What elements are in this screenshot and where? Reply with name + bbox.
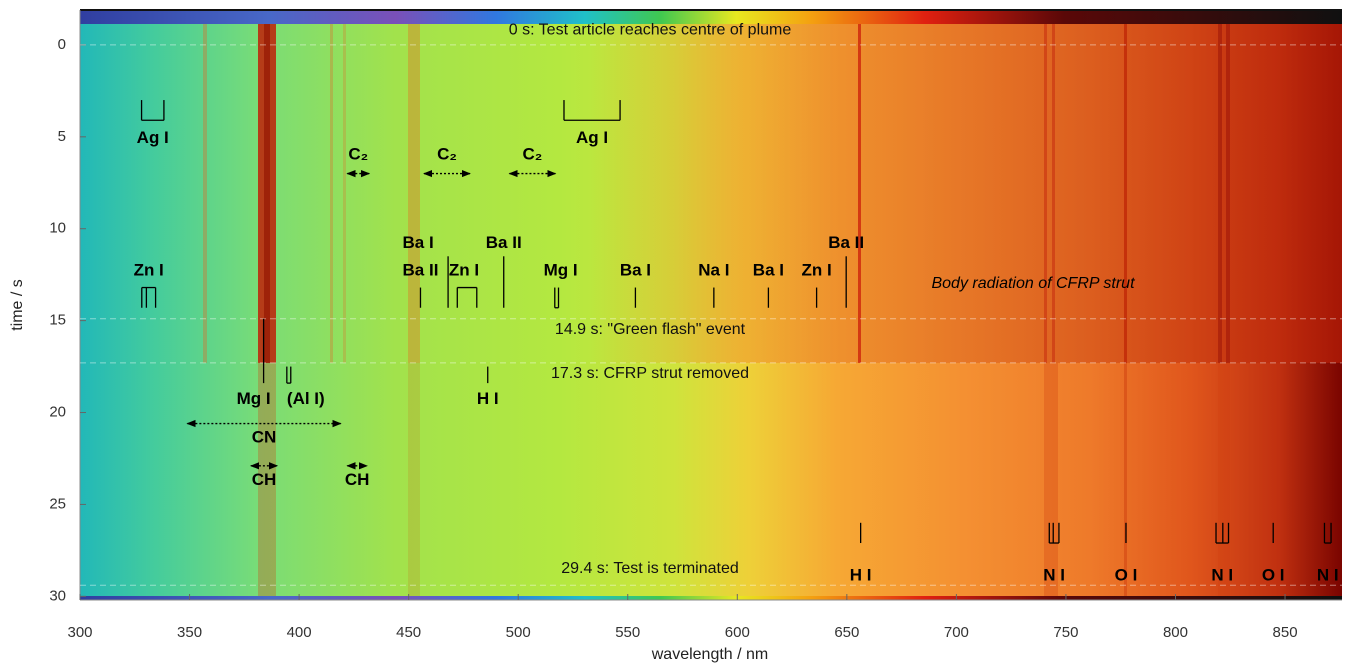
y-tick-label: 25 <box>49 495 66 512</box>
line-label: Mg I <box>237 389 271 408</box>
line-label: Ba I <box>753 260 784 279</box>
emission-stripe <box>408 10 420 363</box>
emission-stripe <box>1124 10 1127 363</box>
page: html, body { margin: 0; padding: 0; back… <box>0 0 1358 665</box>
x-axis-title: wavelength / nm <box>651 646 769 663</box>
x-tick-label: 400 <box>287 624 312 641</box>
line-label: CN <box>252 428 277 447</box>
line-label: C₂ <box>348 145 368 164</box>
plot-area <box>80 10 1342 600</box>
line-label: Ag I <box>137 128 169 147</box>
y-tick-label: 20 <box>49 403 66 420</box>
y-tick-label: 10 <box>49 220 66 237</box>
emission-stripe <box>343 10 346 363</box>
x-tick-label: 450 <box>396 624 421 641</box>
line-label: Mg I <box>544 260 578 279</box>
line-label: Ba I <box>402 233 433 252</box>
line-label: C₂ <box>437 145 457 164</box>
event-label: 14.9 s: "Green flash" event <box>555 321 746 338</box>
y-tick-label: 5 <box>58 128 66 145</box>
emission-stripe <box>1044 363 1058 600</box>
x-tick-label: 600 <box>725 624 750 641</box>
x-tick-label: 700 <box>944 624 969 641</box>
line-label: Zn I <box>801 260 831 279</box>
line-label: Na I <box>698 260 729 279</box>
x-tick-label: 300 <box>67 624 92 641</box>
line-label: H I <box>850 566 872 585</box>
x-tick-label: 800 <box>1163 624 1188 641</box>
line-label: Zn I <box>449 260 479 279</box>
emission-stripe <box>1124 363 1127 600</box>
x-tick-label: 350 <box>177 624 202 641</box>
note: Body radiation of CFRP strut <box>931 275 1135 292</box>
emission-stripe <box>1052 10 1055 363</box>
y-tick-label: 0 <box>58 36 66 53</box>
y-tick-label: 15 <box>49 312 66 329</box>
emission-stripe <box>858 10 861 363</box>
y-axis-title: time / s <box>9 279 26 331</box>
x-tick-label: 750 <box>1053 624 1078 641</box>
x-tick-label: 500 <box>506 624 531 641</box>
emission-stripe <box>1218 363 1230 600</box>
line-label: N I <box>1317 566 1339 585</box>
emission-stripe <box>264 10 270 363</box>
emission-stripe <box>408 363 420 600</box>
y-tick-label: 30 <box>49 587 66 604</box>
emission-stripe <box>1044 10 1047 363</box>
event-label: 29.4 s: Test is terminated <box>561 560 739 577</box>
emission-stripe <box>1226 10 1230 363</box>
line-label: H I <box>477 389 499 408</box>
body: {"chart_data": { "type": "heatmap", "xla… <box>0 0 1358 665</box>
emission-stripe <box>1218 10 1222 363</box>
line-label: Ag I <box>576 128 608 147</box>
event-label: 17.3 s: CFRP strut removed <box>551 365 749 382</box>
x-tick-label: 650 <box>834 624 859 641</box>
x-tick-label: 850 <box>1273 624 1298 641</box>
line-label: N I <box>1211 566 1233 585</box>
line-label: Ba II <box>403 260 439 279</box>
line-label: O I <box>1115 566 1138 585</box>
line-label: Zn I <box>134 260 164 279</box>
line-label: Ba II <box>486 233 522 252</box>
line-label: Ba II <box>828 233 864 252</box>
line-label: O I <box>1262 566 1285 585</box>
line-label: CH <box>345 470 370 489</box>
line-label: CH <box>252 470 277 489</box>
chart: wavelength / nm time / s 300350400450500… <box>0 0 1358 665</box>
x-tick-label: 550 <box>615 624 640 641</box>
line-label: (Al I) <box>287 389 325 408</box>
bottom-spectrum-strip <box>80 596 1342 600</box>
emission-stripe <box>203 10 207 363</box>
event-label: 0 s: Test article reaches centre of plum… <box>509 21 792 38</box>
line-label: Ba I <box>620 260 651 279</box>
line-label: N I <box>1043 566 1065 585</box>
emission-stripe <box>330 10 333 363</box>
line-label: C₂ <box>523 145 543 164</box>
